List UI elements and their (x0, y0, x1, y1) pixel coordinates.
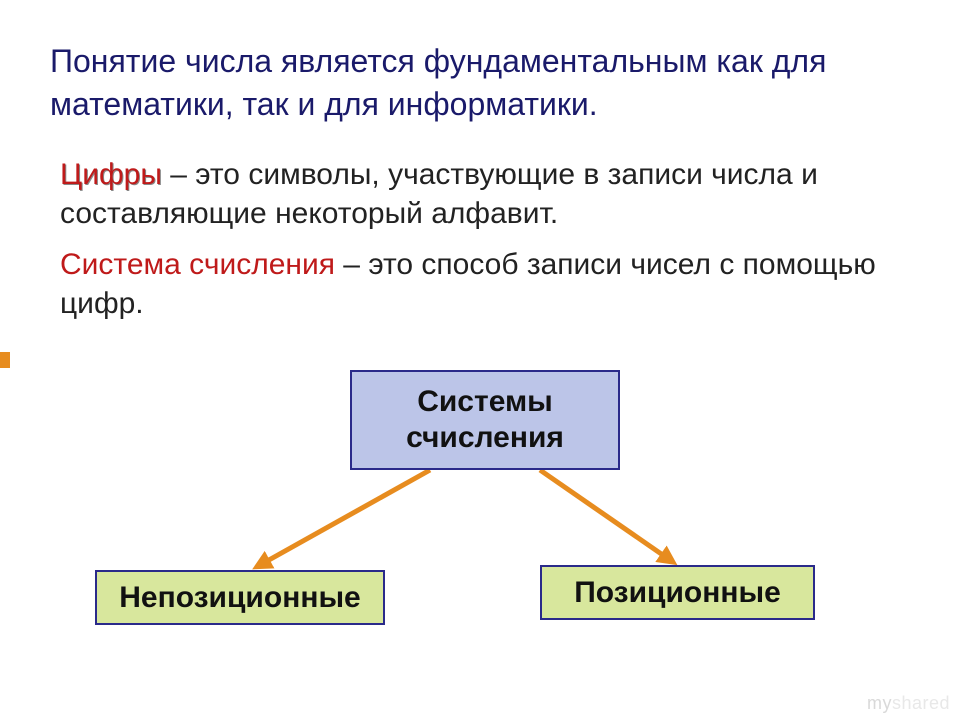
diagram-node-left: Непозиционные (95, 570, 385, 625)
diagram-node-right: Позиционные (540, 565, 815, 620)
diagram-node-root: Системы счисления (350, 370, 620, 470)
definition-numeral-system: Система счисления – это способ записи чи… (60, 245, 890, 323)
term-digits: Цифры (60, 158, 162, 191)
term-numeral-system: Система счисления (60, 248, 335, 281)
watermark-my: my (867, 693, 892, 713)
watermark-shared: shared (892, 693, 950, 713)
slide-edge-marker (0, 352, 10, 368)
watermark: myshared (867, 693, 950, 714)
slide-title: Понятие числа является фундаментальным к… (50, 40, 910, 126)
definition-digits-rest: – это символы, участвующие в записи числ… (60, 158, 818, 230)
definition-digits: Цифры – это символы, участвующие в запис… (60, 155, 890, 233)
